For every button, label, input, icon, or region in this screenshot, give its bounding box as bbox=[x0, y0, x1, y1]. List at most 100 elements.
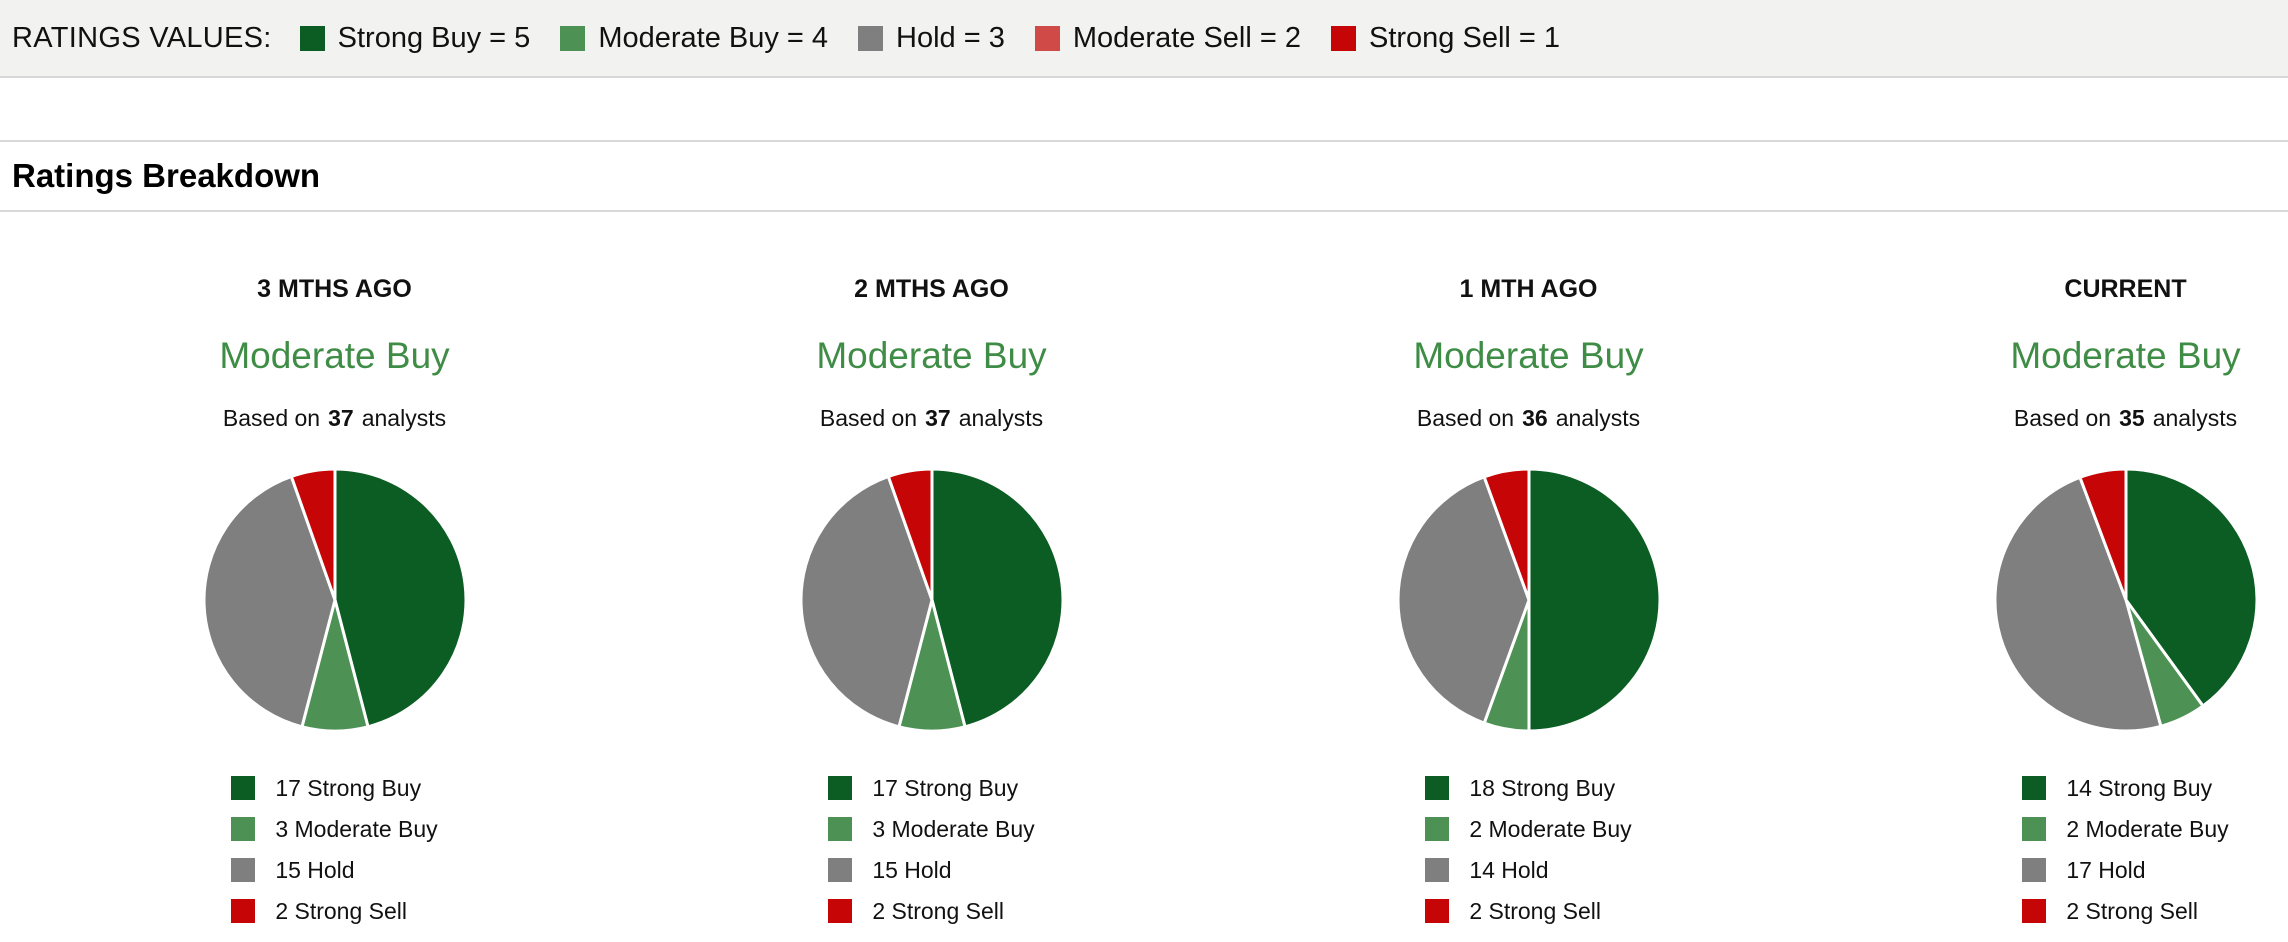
legend-row: 14 Strong Buy bbox=[2022, 774, 2212, 802]
legend-row: 14 Hold bbox=[1425, 856, 1549, 884]
pie-legend: 17 Strong Buy 3 Moderate Buy 15 Hold 2 S… bbox=[828, 774, 1035, 925]
legend-color-swatch bbox=[1425, 817, 1450, 841]
analysts-prefix: Based on bbox=[2013, 405, 2112, 431]
analysts-count: 35 bbox=[2119, 405, 2145, 431]
analysts-count-line: Based on 35 analysts bbox=[2014, 405, 2237, 432]
ratings-breakdown-columns: 3 MTHS AGO Moderate Buy Based on 37 analys… bbox=[0, 212, 2288, 925]
legend-color-swatch bbox=[231, 776, 256, 800]
pie-slice bbox=[886, 467, 933, 602]
ratings-pie-chart bbox=[1992, 467, 2258, 733]
analysts-suffix: analysts bbox=[958, 405, 1044, 431]
ratings-values-legend: Strong Buy = 5 Moderate Buy = 4 Hold = 3… bbox=[299, 21, 1561, 55]
ratings-pie-chart bbox=[1396, 467, 1661, 733]
legend-color-swatch bbox=[2022, 817, 2047, 841]
legend-color-swatch bbox=[1425, 899, 1450, 923]
ratings-pie-chart bbox=[202, 467, 467, 733]
legend-label: 2 Strong Sell bbox=[1469, 898, 1602, 924]
analysts-count: 36 bbox=[1522, 405, 1548, 431]
legend-color-swatch bbox=[1425, 776, 1450, 800]
pie-slice bbox=[930, 467, 1064, 729]
ratings-pie-chart bbox=[799, 467, 1064, 733]
spacer-band bbox=[0, 78, 2288, 140]
legend-row: 2 Strong Sell bbox=[2022, 897, 2198, 925]
legend-label: 14 Strong Buy bbox=[2066, 775, 2213, 801]
rating-color-swatch bbox=[299, 25, 325, 51]
analysts-count-line: Based on 36 analysts bbox=[1417, 405, 1640, 432]
legend-label: 17 Strong Buy bbox=[275, 775, 422, 801]
section-header: Ratings Breakdown bbox=[0, 140, 2288, 212]
rating-color-swatch bbox=[560, 25, 586, 51]
legend-label: 2 Strong Sell bbox=[872, 898, 1005, 924]
period-column: 2 MTHS AGO Moderate Buy Based on 37 analys… bbox=[633, 212, 1230, 925]
pie-slice bbox=[2077, 467, 2127, 602]
period-label: 3 MTHS AGO bbox=[257, 275, 412, 303]
rating-value-label: Strong Buy = 5 bbox=[337, 21, 531, 54]
ratings-values-label: RATINGS VALUES: bbox=[12, 21, 272, 54]
pie-legend: 17 Strong Buy 3 Moderate Buy 15 Hold 2 S… bbox=[231, 774, 438, 925]
pie-slice bbox=[799, 474, 933, 729]
legend-row: 2 Moderate Buy bbox=[2022, 815, 2229, 843]
ratings-value-item: Moderate Sell = 2 bbox=[1034, 21, 1301, 55]
legend-color-swatch bbox=[828, 817, 853, 841]
pie-slice bbox=[1992, 475, 2162, 733]
legend-row: 3 Moderate Buy bbox=[828, 815, 1035, 843]
rating-value-label: Hold = 3 bbox=[896, 21, 1005, 54]
rating-color-swatch bbox=[1330, 25, 1356, 51]
legend-color-swatch bbox=[828, 776, 853, 800]
rating-value-label: Moderate Buy = 4 bbox=[598, 21, 829, 54]
period-label: CURRENT bbox=[2064, 275, 2187, 303]
legend-row: 2 Strong Sell bbox=[828, 897, 1004, 925]
period-column: 1 MTH AGO Moderate Buy Based on 36 analyst… bbox=[1230, 212, 1827, 925]
legend-color-swatch bbox=[828, 899, 853, 923]
rating-value-label: Moderate Sell = 2 bbox=[1072, 21, 1301, 54]
ratings-value-item: Strong Buy = 5 bbox=[299, 21, 531, 55]
legend-label: 15 Hold bbox=[275, 857, 355, 883]
ratings-value-item: Moderate Buy = 4 bbox=[560, 22, 828, 55]
legend-row: 17 Strong Buy bbox=[828, 774, 1018, 802]
analysts-prefix: Based on bbox=[1416, 405, 1515, 431]
period-column: CURRENT Moderate Buy Based on 35 analysts … bbox=[1827, 212, 2288, 925]
legend-label: 3 Moderate Buy bbox=[275, 816, 438, 842]
pie-slice bbox=[202, 474, 336, 729]
legend-row: 15 Hold bbox=[231, 856, 355, 884]
pie-slice bbox=[1482, 467, 1530, 602]
pie-slice bbox=[289, 467, 336, 602]
legend-label: 2 Moderate Buy bbox=[2066, 816, 2229, 842]
analysts-count-line: Based on 37 analysts bbox=[223, 405, 446, 432]
legend-row: 3 Moderate Buy bbox=[231, 815, 438, 843]
pie-legend: 14 Strong Buy 2 Moderate Buy 17 Hold 2 S… bbox=[2022, 774, 2229, 925]
period-column: 3 MTHS AGO Moderate Buy Based on 37 analys… bbox=[36, 212, 633, 925]
analysts-suffix: analysts bbox=[1555, 405, 1641, 431]
legend-row: 17 Hold bbox=[2022, 856, 2146, 884]
legend-color-swatch bbox=[828, 858, 853, 882]
legend-color-swatch bbox=[2022, 858, 2047, 882]
legend-color-swatch bbox=[2022, 776, 2047, 800]
legend-label: 2 Moderate Buy bbox=[1469, 816, 1632, 842]
legend-color-swatch bbox=[231, 817, 256, 841]
consensus-rating: Moderate Buy bbox=[219, 335, 450, 376]
analysts-count: 37 bbox=[925, 405, 951, 431]
section-title: Ratings Breakdown bbox=[12, 157, 321, 194]
analysts-prefix: Based on bbox=[222, 405, 321, 431]
legend-color-swatch bbox=[231, 899, 256, 923]
pie-slice bbox=[1527, 467, 1661, 733]
rating-color-swatch bbox=[1034, 25, 1060, 51]
analysts-suffix: analysts bbox=[361, 405, 447, 431]
period-label: 1 MTH AGO bbox=[1459, 275, 1598, 303]
analysts-count: 37 bbox=[328, 405, 354, 431]
consensus-rating: Moderate Buy bbox=[816, 335, 1047, 376]
analysts-count-line: Based on 37 analysts bbox=[820, 405, 1043, 432]
ratings-values-bar: RATINGS VALUES: Strong Buy = 5 Moderate … bbox=[0, 0, 2288, 78]
legend-label: 14 Hold bbox=[1469, 857, 1549, 883]
rating-value-label: Strong Sell = 1 bbox=[1368, 21, 1561, 54]
ratings-value-item: Hold = 3 bbox=[858, 22, 1005, 55]
legend-label: 2 Strong Sell bbox=[275, 898, 408, 924]
consensus-rating: Moderate Buy bbox=[2010, 335, 2241, 376]
legend-label: 17 Strong Buy bbox=[872, 775, 1019, 801]
legend-row: 15 Hold bbox=[828, 856, 952, 884]
legend-label: 15 Hold bbox=[872, 857, 952, 883]
legend-label: 17 Hold bbox=[2066, 857, 2146, 883]
pie-slice bbox=[1396, 475, 1530, 725]
pie-legend: 18 Strong Buy 2 Moderate Buy 14 Hold 2 S… bbox=[1425, 774, 1632, 925]
legend-color-swatch bbox=[2022, 899, 2047, 923]
